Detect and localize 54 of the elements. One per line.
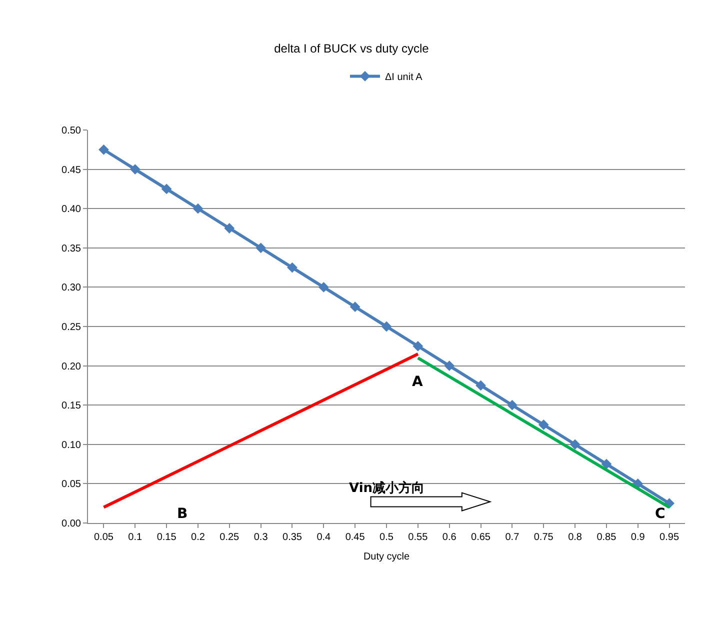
x-tick-label: 0.75 [534, 532, 554, 543]
y-tick-label: 0.50 [62, 126, 82, 136]
x-tick-label: 0.5 [380, 532, 394, 543]
x-tick-label: 0.3 [254, 532, 268, 543]
point [506, 400, 518, 410]
x-axis-title: Duty cycle [363, 552, 410, 562]
y-tick-label: 0.40 [62, 204, 82, 216]
point [224, 223, 235, 234]
y-tick-label: 0.20 [62, 361, 82, 372]
x-tick-label: 0.95 [660, 532, 680, 543]
point [161, 184, 172, 194]
annotation: A [412, 374, 423, 390]
point [476, 380, 486, 391]
point [412, 340, 424, 352]
x-tick-label: 0.7 [505, 532, 520, 543]
x-tick-label: 0.65 [471, 532, 491, 543]
x-tick-label: 0.1 [128, 532, 143, 543]
x-tick-label: 0.15 [156, 532, 177, 543]
point [444, 360, 455, 371]
point [318, 282, 329, 292]
x-tick-label: 0.6 [442, 532, 457, 543]
annotation: B [177, 506, 188, 522]
point [192, 203, 204, 214]
x-tick-label: 0.05 [94, 532, 114, 543]
y-tick-label: 0.25 [62, 322, 82, 333]
x-tick-label: 0.8 [568, 532, 582, 543]
x-tick-label: 0.35 [282, 532, 302, 543]
x-tick-label: 0.85 [596, 532, 617, 543]
point [601, 458, 612, 470]
y-tick-label: 0.05 [62, 479, 82, 490]
x-tick-label: 0.45 [345, 532, 366, 543]
y-tick-label: 0.45 [62, 164, 82, 176]
x-tick-label: 0.55 [408, 532, 428, 543]
point [287, 262, 298, 273]
annotation: Vin减小方向 [349, 480, 425, 496]
point [130, 164, 140, 174]
point [350, 302, 360, 312]
y-tick-label: 0.10 [62, 440, 82, 451]
y-tick-label: 0.15 [62, 400, 82, 412]
point [570, 439, 580, 450]
y-tick-label: 0.00 [62, 518, 82, 530]
legend-label: ΔI unit A [385, 72, 423, 84]
y-tick-label: 0.35 [62, 243, 82, 254]
x-tick-label: 0.9 [630, 532, 646, 543]
y-tick-label: 0.30 [62, 282, 82, 294]
x-tick-label: 0.4 [316, 532, 332, 543]
point [538, 420, 549, 430]
point [381, 321, 392, 332]
chart-title: delta I of BUCK vs duty cycle [274, 41, 430, 56]
x-tick-label: 0.2 [191, 532, 206, 543]
annotation: C [655, 506, 666, 522]
x-tick-label: 0.25 [220, 532, 240, 543]
point [98, 144, 109, 155]
point [256, 242, 266, 254]
